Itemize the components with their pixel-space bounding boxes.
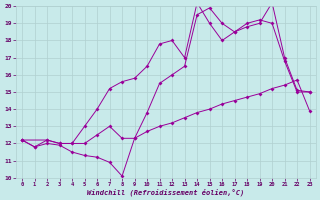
X-axis label: Windchill (Refroidissement éolien,°C): Windchill (Refroidissement éolien,°C) bbox=[87, 188, 244, 196]
